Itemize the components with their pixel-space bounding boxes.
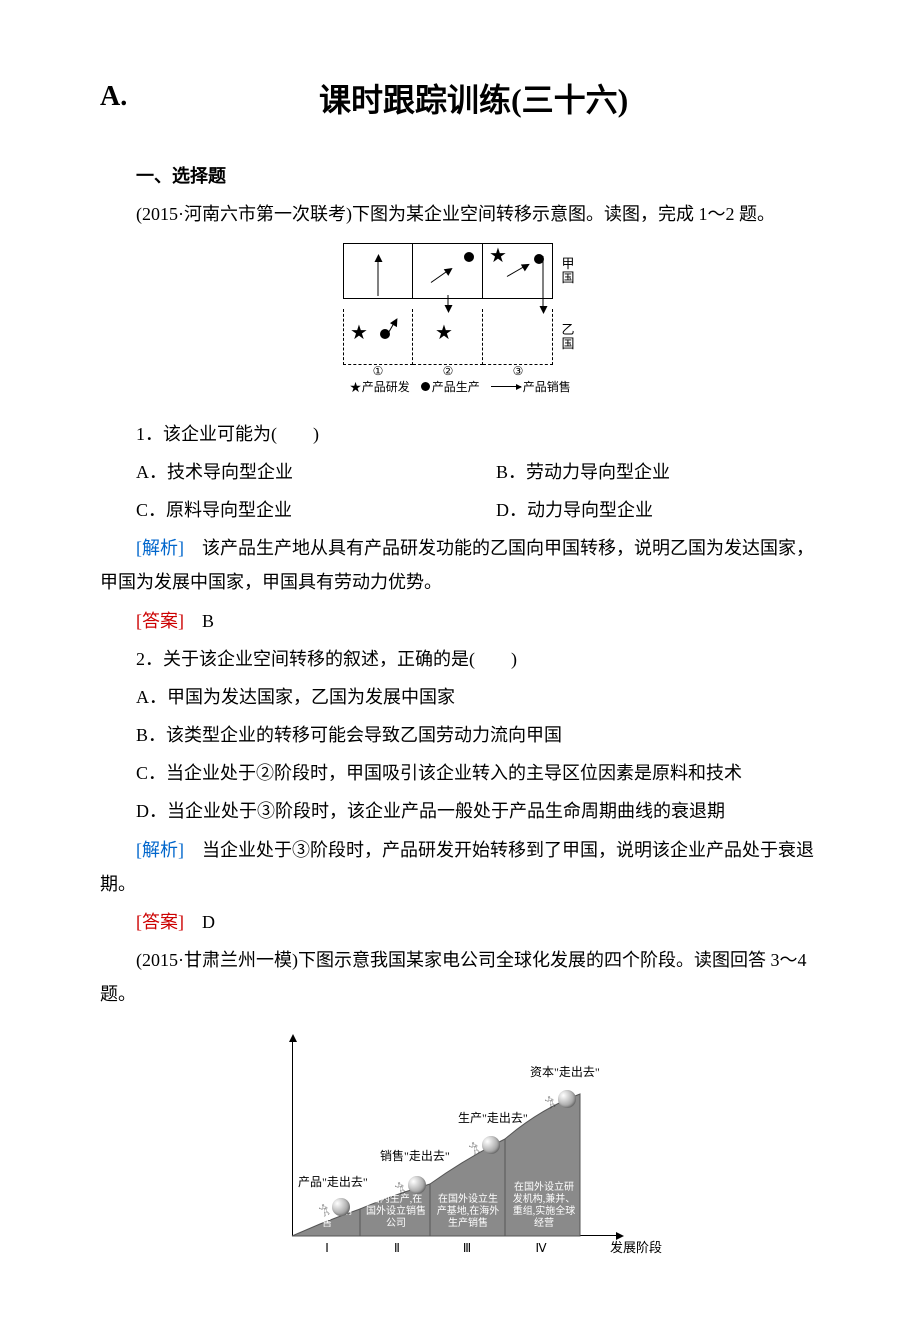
fig2-ball-4 <box>558 1090 576 1108</box>
fig1-cell-bot-1: ★ <box>343 309 413 365</box>
fig1-cell-bot-3 <box>483 309 553 365</box>
fig2-top-label-1: 产品"走出去" <box>298 1176 368 1188</box>
fig1-num-2: ② <box>413 365 483 377</box>
q2-opt-c: C．当企业处于②阶段时，甲国吸引该企业转入的主导区位因素是原料和技术 <box>100 756 820 790</box>
q2-opt-d: D．当企业处于③阶段时，该企业产品一般处于产品生命周期曲线的衰退期 <box>100 794 820 828</box>
q2-answer-text: D <box>184 912 215 932</box>
fig2-xlabel-1: Ⅰ <box>292 1242 362 1254</box>
fig1-bot-label: 乙国 <box>559 323 577 352</box>
fig2-xlabel-2: Ⅱ <box>362 1242 432 1254</box>
fig2-ball-1 <box>332 1198 350 1216</box>
q1-opts-row1: A．技术导向型企业 B．劳动力导向型企业 <box>100 455 820 489</box>
title-prefix: A. <box>100 70 127 123</box>
fig2-xlabel-4: Ⅳ <box>506 1242 576 1254</box>
q2-opt-a: A．甲国为发达国家，乙国为发展中国家 <box>100 680 820 714</box>
q1-answer: [答案] B <box>100 604 820 638</box>
legend-star-icon: ★ <box>349 381 362 396</box>
q2-analysis-text: 当企业处于③阶段时，产品研发开始转移到了甲国，说明该企业产品处于衰退期。 <box>100 840 814 894</box>
fig1-num-1: ① <box>343 365 413 377</box>
q1-analysis-text: 该产品生产地从具有产品研发功能的乙国向甲国转移，说明乙国为发达国家，甲国为发展中… <box>100 538 814 592</box>
legend-dot-icon <box>421 382 430 391</box>
q1-answer-label: [答案] <box>136 611 184 631</box>
legend-star-label: 产品研发 <box>362 380 410 394</box>
fig1-col-nums: ① ② ③ <box>343 365 577 377</box>
intro-para-2: (2015·甘肃兰州一模)下图示意我国某家电公司全球化发展的四个阶段。读图回答 … <box>100 943 820 1011</box>
legend-arrow-label: 产品销售 <box>523 380 571 394</box>
fig2-xaxis-label: 发展阶段 <box>610 1241 662 1254</box>
fig1-cell-top-1 <box>343 243 413 299</box>
fig2-top-label-3: 生产"走出去" <box>458 1112 528 1124</box>
q1-analysis: [解析] 该产品生产地从具有产品研发功能的乙国向甲国转移，说明乙国为发达国家，甲… <box>100 531 820 599</box>
fig2-top-label-4: 资本"走出去" <box>530 1066 600 1078</box>
fig1-cell-top-2 <box>413 243 483 299</box>
q2-analysis-label: [解析] <box>136 840 184 860</box>
q2-analysis: [解析] 当企业处于③阶段时，产品研发开始转移到了甲国，说明该企业产品处于衰退期… <box>100 833 820 901</box>
fig2-top-label-2: 销售"走出去" <box>380 1150 450 1162</box>
q1-answer-text: B <box>184 611 214 631</box>
fig2-seg-text-2: 国内生产,在国外设立销售公司 <box>364 1192 428 1232</box>
fig1-bot-row: ★ ★ 乙国 <box>343 309 577 365</box>
fig2-seg-text-4: 在国外设立研发机构,兼并、重组,实施全球经营 <box>509 1180 579 1232</box>
fig2-xlabel-3: Ⅲ <box>432 1242 502 1254</box>
fig2-seg-text-3: 在国外设立生产基地,在海外生产销售 <box>434 1192 502 1232</box>
section-heading: 一、选择题 <box>100 159 820 193</box>
q1-analysis-label: [解析] <box>136 538 184 558</box>
q1-stem: 1．该企业可能为( ) <box>100 417 820 451</box>
fig1-top-label: 甲国 <box>559 257 577 286</box>
fig1-cell-bot-2: ★ <box>413 309 483 365</box>
q1-opt-b: B．劳动力导向型企业 <box>460 455 820 489</box>
q2-answer-label: [答案] <box>136 912 184 932</box>
fig2-ball-3 <box>482 1136 500 1154</box>
figure-1: ★ 甲国 ★ ★ 乙国 <box>100 243 820 402</box>
q2-opt-b: B．该类型企业的转移可能会导致乙国劳动力流向甲国 <box>100 718 820 752</box>
fig1-num-3: ③ <box>483 365 553 377</box>
legend-dot-label: 产品生产 <box>432 380 480 394</box>
q1-opt-a: A．技术导向型企业 <box>100 455 460 489</box>
figure-2: 产品出口国外或代理销售 国内生产,在国外设立销售公司 在国外设立生产基地,在海外… <box>100 1024 820 1265</box>
q1-opts-row2: C．原料导向型企业 D．动力导向型企业 <box>100 493 820 527</box>
q1-opt-d: D．动力导向型企业 <box>460 493 820 527</box>
fig1-legend: ★产品研发 产品生产 产品销售 <box>343 381 577 396</box>
legend-arrow-icon <box>491 386 521 387</box>
q1-opt-c: C．原料导向型企业 <box>100 493 460 527</box>
q2-stem: 2．关于该企业空间转移的叙述，正确的是( ) <box>100 642 820 676</box>
doc-title-row: A. 课时跟踪训练(三十六) <box>100 70 820 159</box>
intro-para-1: (2015·河南六市第一次联考)下图为某企业空间转移示意图。读图，完成 1～2 … <box>100 197 820 231</box>
doc-title: 课时跟踪训练(三十六) <box>100 70 820 131</box>
q2-answer: [答案] D <box>100 905 820 939</box>
fig2-ball-2 <box>408 1176 426 1194</box>
